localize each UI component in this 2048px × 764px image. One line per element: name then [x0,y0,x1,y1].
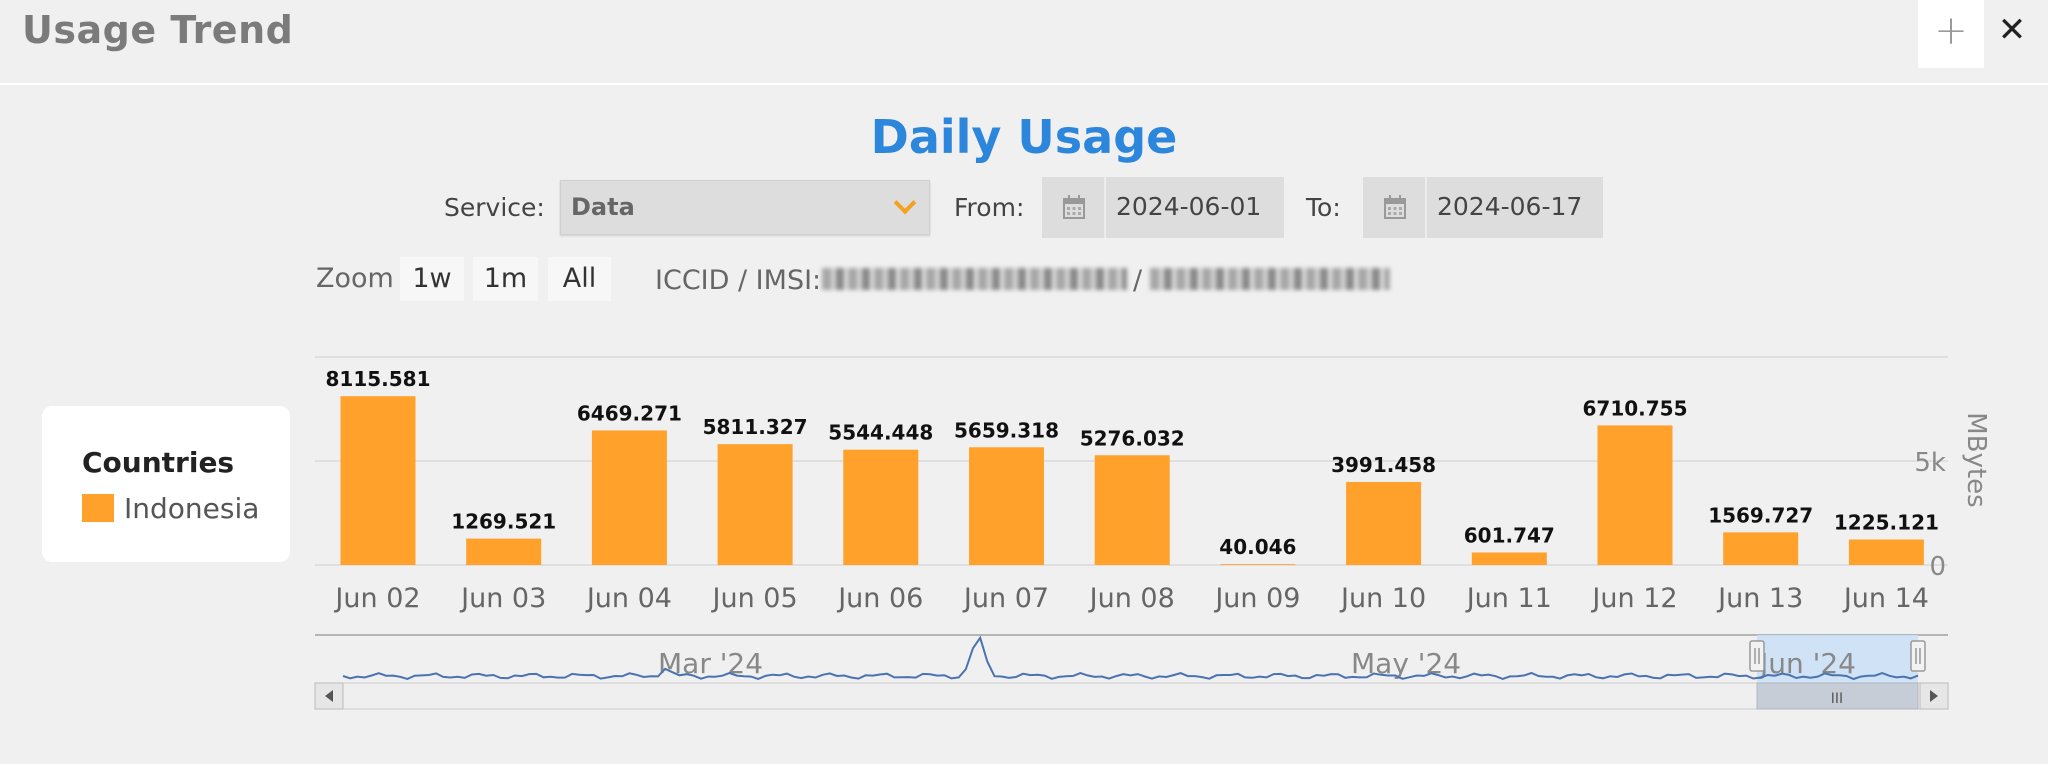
x-tick-label: Jun 05 [711,583,798,614]
x-axis-ticks: Jun 02 Jun 03 Jun 04 Jun 05 Jun 06 Jun 07 Jun … [333,583,1929,614]
scroll-right-button[interactable] [1919,682,1949,710]
x-tick-label: Jun 04 [585,583,672,614]
navigator-right-handle[interactable] [1910,640,1926,672]
navigator-label-mar: Mar '24 [658,647,763,680]
window-title: Usage Trend [22,8,294,52]
scrollbar-grip: III [1831,691,1843,707]
calendar-icon[interactable] [1363,177,1427,238]
bar-value-label: 6710.755 [1582,396,1687,420]
zoom-all-button[interactable]: All [548,257,611,301]
scrollbar-track [314,682,1949,710]
bars [340,396,1924,565]
bar [1094,455,1170,565]
legend-item-label: Indonesia [124,492,260,525]
bar-value-label: 40.046 [1219,535,1296,559]
bar-value-label: 8115.581 [325,367,430,391]
legend-swatch [82,494,114,522]
bar [1848,539,1924,565]
x-tick-label: Jun 03 [459,583,546,614]
close-button[interactable]: ✕ [1997,10,2027,50]
x-tick-label: Jun 10 [1339,583,1426,614]
legend-title: Countries [82,446,235,479]
navigator-series-line [342,635,1919,681]
navigator-label-may: May '24 [1351,647,1461,680]
bar [843,449,919,565]
bar-labels: 8115.581 1269.521 6469.271 5811.327 5544.448… [325,367,1938,559]
bar-value-label: 5544.448 [828,421,933,445]
to-date-field[interactable]: 2024-06-17 [1363,177,1603,238]
x-tick-label: Jun 11 [1465,583,1552,614]
to-label: To: [1306,193,1341,222]
bar-value-label: 1269.521 [451,510,556,534]
arrow-left-icon [325,690,333,702]
y-axis-title: MBytes [1961,412,1991,507]
legend: Countries Indonesia [42,406,290,562]
navigator[interactable]: Mar '24 May '24 Jun '24 [315,634,1948,683]
bar-value-label: 1569.727 [1708,503,1813,527]
service-label: Service: [444,193,545,222]
bar [591,430,667,565]
bar-value-label: 5276.032 [1080,426,1185,450]
bar [1471,552,1547,565]
bar-value-label: 5659.318 [954,418,1059,442]
x-tick-label: Jun 02 [333,583,420,614]
bar [1723,532,1799,565]
add-button[interactable]: + [1918,0,1984,68]
zoom-1m-button[interactable]: 1m [473,257,538,301]
chart-title: Daily Usage [870,110,1178,164]
x-tick-label: Jun 14 [1842,583,1929,614]
x-tick-label: Jun 13 [1716,583,1803,614]
y-tick-label: 5k [1914,448,1946,478]
iccid-imsi-separator: / [1133,265,1143,296]
y-tick-label: 0 [1929,552,1946,582]
bar-value-label: 601.747 [1464,523,1555,547]
bar-value-label: 5811.327 [703,415,808,439]
y-axis-ticks: 0 5k [1914,448,1946,582]
bar [466,538,542,565]
from-date-value: 2024-06-01 [1116,192,1262,221]
iccid-imsi-label: ICCID / IMSI: [655,265,822,296]
bar [340,396,416,565]
x-tick-label: Jun 08 [1088,583,1175,614]
bar [717,444,793,565]
bar-value-label: 6469.271 [577,401,682,425]
bar [1220,564,1296,565]
to-date-value: 2024-06-17 [1437,192,1583,221]
x-tick-label: Jun 07 [962,583,1049,614]
bar [1346,481,1422,565]
imsi-redacted [1150,268,1390,290]
bar [1597,425,1673,565]
x-tick-label: Jun 12 [1590,583,1677,614]
bar-value-label: 1225.121 [1834,511,1939,535]
service-select-value: Data [571,193,635,221]
from-label: From: [954,193,1025,222]
navigator-left-handle[interactable] [1749,640,1765,672]
service-select[interactable]: Data [560,180,930,235]
zoom-label: Zoom [316,263,394,294]
calendar-icon[interactable] [1042,177,1106,238]
bar [969,447,1044,565]
bar-value-label: 3991.458 [1331,453,1436,477]
scroll-left-button[interactable] [314,682,344,710]
from-date-field[interactable]: 2024-06-01 [1042,177,1284,238]
x-tick-label: Jun 09 [1213,583,1300,614]
zoom-1w-button[interactable]: 1w [400,257,464,301]
arrow-right-icon [1930,690,1938,702]
x-tick-label: Jun 06 [836,583,923,614]
scrollbar-thumb[interactable] [1756,682,1919,710]
window-header: Usage Trend + ✕ [0,0,2048,85]
scrollbar[interactable]: III [314,682,1949,710]
iccid-redacted [822,268,1127,290]
